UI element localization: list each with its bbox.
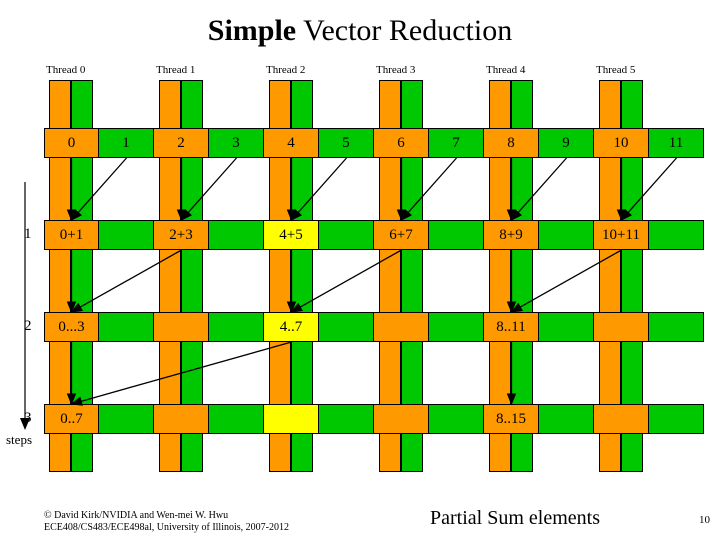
footer-credit: © David Kirk/NVIDIA and Wen-mei W. Hwu E… — [44, 510, 289, 534]
slide-number: 10 — [699, 514, 710, 526]
thread-label: Thread 4 — [486, 64, 525, 76]
thread-label: Thread 3 — [376, 64, 415, 76]
thread-label: Thread 0 — [46, 64, 85, 76]
partial-sum-caption: Partial Sum elements — [430, 507, 600, 530]
steps-axis-arrow — [16, 182, 34, 430]
footer-line2: ECE408/CS483/ECE498al, University of Ill… — [44, 522, 289, 534]
arrow-layer — [44, 80, 704, 480]
steps-caption: steps — [6, 432, 32, 448]
thread-label: Thread 1 — [156, 64, 195, 76]
thread-label: Thread 5 — [596, 64, 635, 76]
title-bold: Simple — [208, 14, 296, 47]
title-rest: Vector Reduction — [296, 14, 512, 47]
footer-line1: © David Kirk/NVIDIA and Wen-mei W. Hwu — [44, 510, 289, 522]
diagram-stage: Thread 0Thread 1Thread 2Thread 3Thread 4… — [44, 80, 704, 480]
slide-title: Simple Vector Reduction — [0, 14, 720, 48]
thread-label: Thread 2 — [266, 64, 305, 76]
